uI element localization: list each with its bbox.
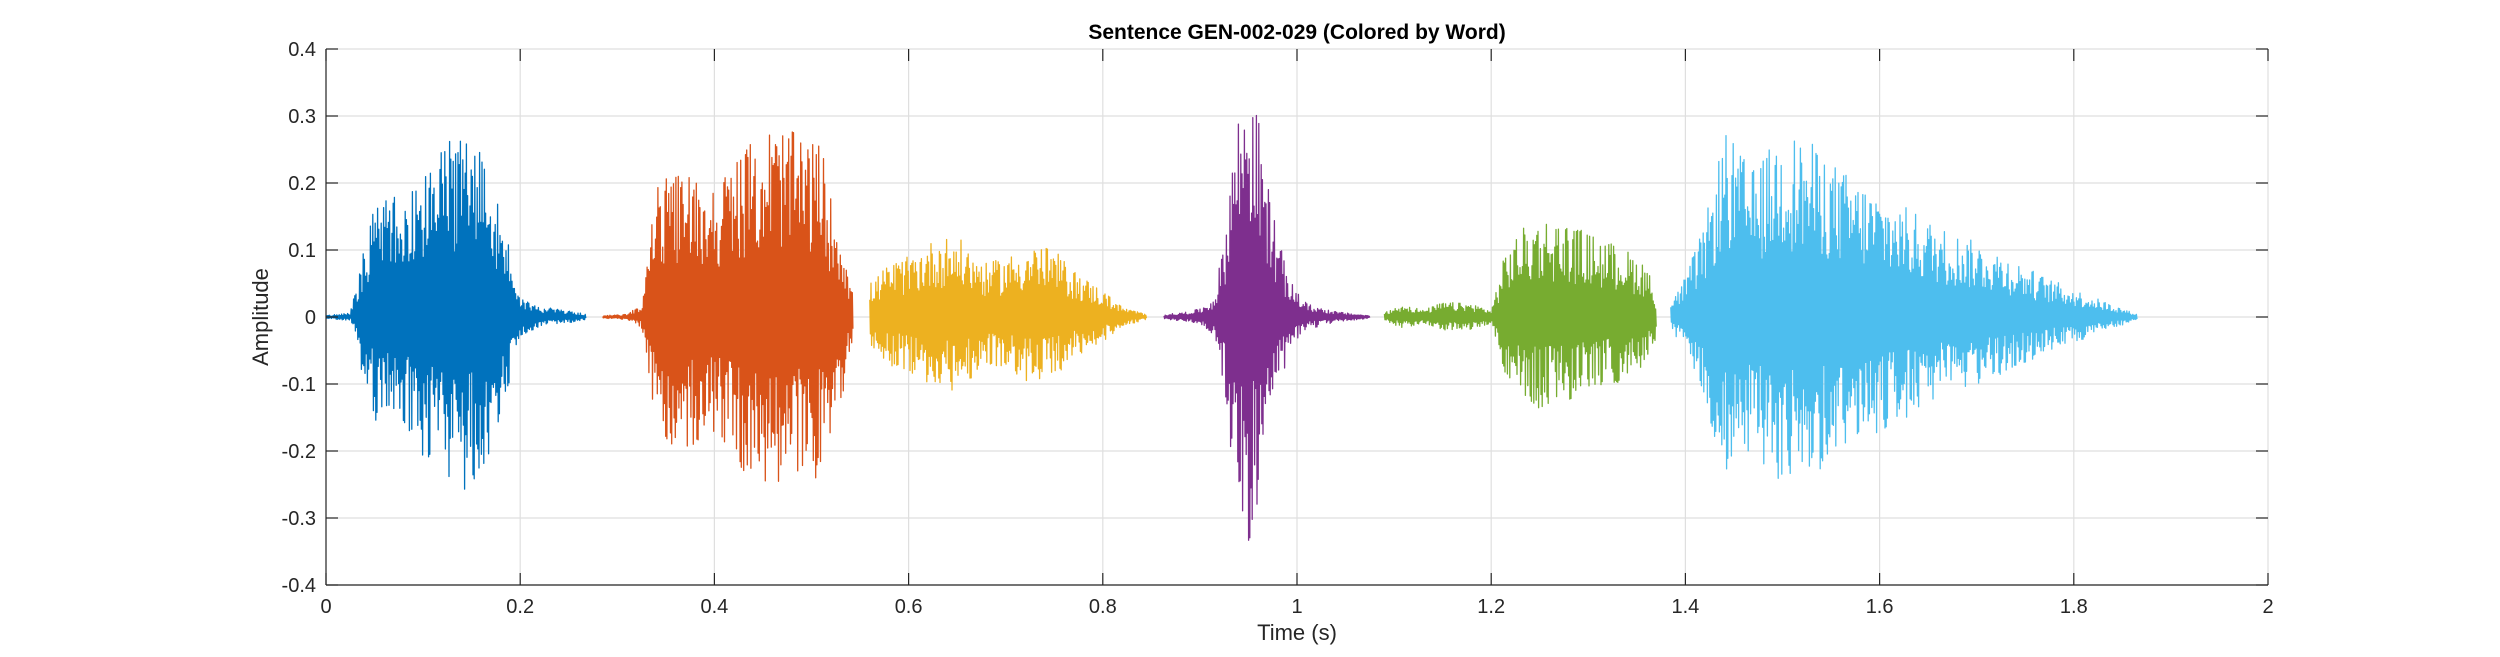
x-tick-label: 1.4	[1671, 596, 1699, 618]
series-layer	[325, 114, 2138, 541]
word-waveform-3	[869, 238, 1148, 391]
x-tick-label: 2	[2262, 596, 2273, 618]
x-tick-label: 1.2	[1477, 596, 1505, 618]
y-tick-label: 0.1	[288, 240, 316, 262]
word-waveform-4	[1163, 114, 1371, 541]
x-tick-label: 1	[1291, 596, 1302, 618]
x-tick-label: 1.6	[1866, 596, 1894, 618]
axes	[325, 48, 2269, 586]
x-tick-label: 0.6	[895, 596, 923, 618]
y-tick-label: -0.3	[282, 508, 316, 530]
y-tick-label: -0.2	[282, 441, 316, 463]
x-tick-label: 0.8	[1089, 596, 1117, 618]
y-tick-label: 0.3	[288, 106, 316, 128]
y-tick-label: -0.1	[282, 374, 316, 396]
y-tick-label: 0.2	[288, 173, 316, 195]
x-tick-label: 0.2	[506, 596, 534, 618]
y-tick-label: 0	[305, 307, 316, 329]
y-tick-label: -0.4	[282, 575, 316, 597]
x-tick-label: 0	[320, 596, 331, 618]
x-tick-label: 1.8	[2060, 596, 2088, 618]
chart-title: Sentence GEN-002-029 (Colored by Word)	[1088, 21, 1505, 44]
word-waveform-5	[1383, 223, 1657, 409]
word-waveform-1	[325, 140, 587, 490]
x-tick-label: 0.4	[700, 596, 728, 618]
y-axis-label: Amplitude	[248, 268, 273, 366]
y-tick-label: 0.4	[288, 39, 316, 61]
tick-labels: 0 0.2 0.4 0.6 0.8 1 1.2 1.4 1.6 1.8 2 -0.4 -0.3 -0.2 -…	[282, 39, 2274, 618]
word-waveform-6	[1670, 134, 2138, 479]
word-waveform-2	[602, 131, 854, 482]
x-axis-label: Time (s)	[1257, 620, 1337, 645]
